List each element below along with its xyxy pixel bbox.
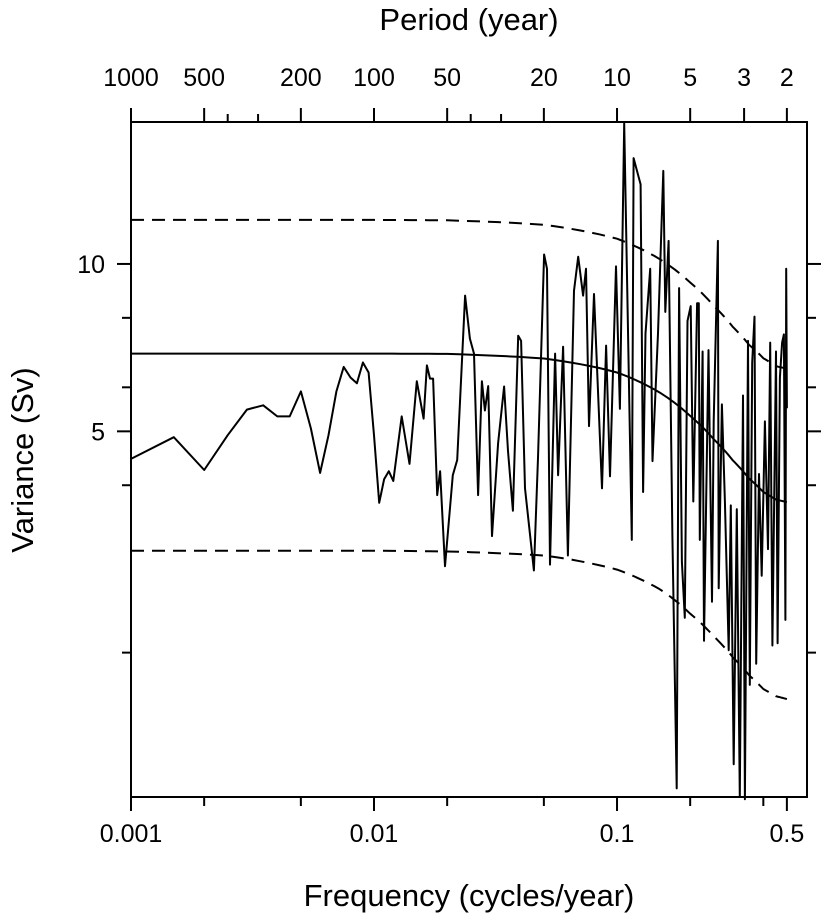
x-tick-label: 0.001	[100, 820, 163, 848]
upper-confidence-line	[131, 218, 788, 370]
spectrum-line	[130, 122, 788, 801]
top-tick-label: 5	[683, 64, 697, 92]
top-tick-label: 1000	[103, 64, 159, 92]
y-axis-label: Variance (Sv)	[5, 367, 40, 553]
top-tick-label: 20	[530, 64, 558, 92]
red-noise-mean-line	[131, 352, 788, 504]
lower-confidence-line	[131, 549, 788, 701]
y-tick-label: 10	[77, 251, 105, 279]
top-tick-label: 10	[603, 64, 631, 92]
plot-frame	[130, 121, 808, 798]
x-tick-label: 0.01	[350, 820, 399, 848]
x-tick-label: 0.1	[600, 820, 635, 848]
top-tick-label: 2	[780, 64, 794, 92]
top-axis-label: Period (year)	[379, 2, 558, 37]
x-axis-label: Frequency (cycles/year)	[304, 878, 635, 913]
series-lines	[130, 122, 788, 801]
y-tick-label: 5	[91, 418, 105, 446]
x-tick-label: 0.5	[769, 820, 804, 848]
top-tick-label: 3	[737, 64, 751, 92]
axis-ticks: 0.001 0.01 0.1 0.5 1000 500 200 100 50 20 10 5 3 2 5 10	[77, 64, 821, 848]
top-tick-label: 500	[183, 64, 225, 92]
top-tick-label: 50	[433, 64, 461, 92]
top-tick-label: 100	[353, 64, 395, 92]
top-tick-label: 200	[280, 64, 322, 92]
